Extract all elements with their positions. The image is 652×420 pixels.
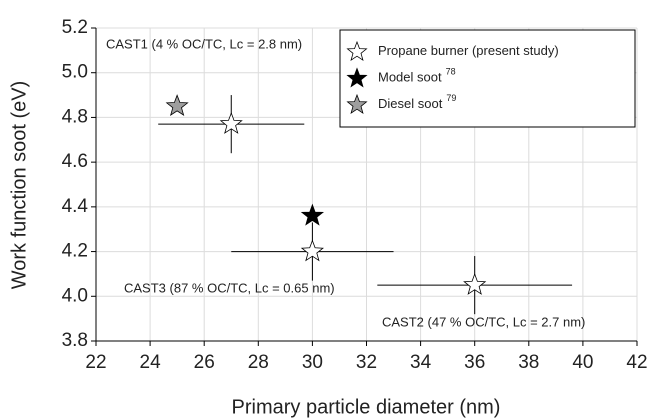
annotation: CAST3 (87 % OC/TC, Lc = 0.65 nm): [124, 280, 335, 295]
y-tick-label: 4.6: [62, 151, 88, 172]
x-tick-label: 42: [626, 352, 647, 373]
y-tick-label: 4.0: [62, 285, 88, 306]
star-marker: [300, 239, 324, 262]
x-tick-label: 36: [464, 352, 485, 373]
x-tick-label: 24: [140, 352, 162, 373]
legend-marker: [346, 40, 368, 62]
y-tick-label: 5.0: [62, 62, 88, 83]
x-tick-label: 32: [356, 352, 377, 373]
legend-marker: [346, 67, 368, 88]
star-marker: [300, 203, 325, 226]
legend-box: [339, 29, 636, 128]
x-tick-label: 38: [518, 352, 539, 373]
annotation: CAST1 (4 % OC/TC, Lc = 2.8 nm): [106, 36, 302, 51]
legend-ref: 78: [446, 67, 456, 77]
legend-ref: 79: [446, 93, 456, 103]
x-tick-label: 28: [248, 352, 269, 373]
legend-label: Propane burner (present study): [378, 43, 559, 58]
x-tick-label: 34: [410, 352, 432, 373]
y-tick-label: 4.4: [62, 196, 89, 217]
y-tick-label: 5.2: [62, 17, 88, 38]
y-tick-label: 4.8: [62, 106, 88, 127]
y-tick-label: 4.2: [62, 241, 88, 262]
y-tick-label: 3.8: [62, 330, 88, 351]
star-marker: [463, 272, 487, 295]
x-tick-label: 22: [85, 352, 106, 373]
x-tick-label: 30: [302, 352, 323, 373]
legend-name: Propane burner (present study): [378, 43, 559, 58]
legend-label: Model soot 78: [378, 67, 456, 85]
legend-name: Model soot: [378, 70, 442, 85]
legend-marker: [346, 93, 368, 115]
x-tick-label: 26: [194, 352, 215, 373]
star-marker: [219, 111, 243, 134]
annotation: CAST2 (47 % OC/TC, Lc = 2.7 nm): [382, 314, 585, 329]
x-axis-label: Primary particle diameter (nm): [232, 396, 501, 418]
legend-label: Diesel soot 79: [378, 93, 456, 111]
x-tick-label: 40: [572, 352, 593, 373]
y-axis-label: Work function soot (eV): [8, 81, 30, 290]
star-marker: [165, 94, 189, 117]
legend-name: Diesel soot: [378, 96, 443, 111]
